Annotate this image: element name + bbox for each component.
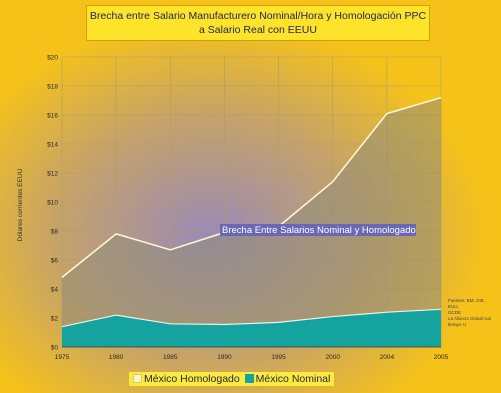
- y-tick-label: $10: [47, 200, 58, 207]
- chart-title-line2: a Salario Real con EEUU: [199, 24, 317, 36]
- source-note: Fuentes: BM, OIE, EUU, OCDE La Alianza G…: [448, 298, 494, 328]
- legend-swatch-nominal: [244, 374, 254, 383]
- legend-label-nominal: México Nominal: [255, 373, 331, 385]
- series-areas: [62, 97, 441, 347]
- y-tick-label: $18: [47, 84, 58, 91]
- annotation-text: Brecha Entre Salarios Nominal y Homologa…: [222, 225, 416, 236]
- legend-swatch-homologado: [133, 374, 142, 383]
- x-tick-label: 2005: [434, 354, 449, 361]
- annotation-group: Brecha Entre Salarios Nominal y Homologa…: [220, 224, 416, 236]
- x-tick-label: 1975: [55, 354, 70, 361]
- legend-label-homologado: México Homologado: [144, 373, 240, 385]
- y-tick-label: $2: [51, 316, 59, 323]
- chart-title-line1: Brecha entre Salario Manufacturero Nomin…: [89, 10, 427, 22]
- x-tick-label: 1990: [217, 354, 232, 361]
- annotation-bg: [220, 224, 416, 236]
- area-nominal: [62, 309, 441, 347]
- source-line-1: Fuentes: BM, OIE, EUU,: [448, 298, 486, 309]
- source-line-3: La Alianza Global sus: [448, 316, 492, 321]
- y-tick-label: $16: [47, 113, 58, 120]
- area-homologado: [62, 97, 441, 327]
- source-line-2: OCDE: [448, 310, 462, 315]
- x-tick-label: 2000: [325, 354, 340, 361]
- y-tick-label: $20: [47, 55, 58, 62]
- y-tick-label: $6: [51, 258, 59, 265]
- chart-title: Brecha entre Salario Manufacturero Nomin…: [86, 5, 430, 41]
- y-tick-label: $8: [51, 229, 59, 236]
- y-tick-label: $4: [51, 287, 59, 294]
- line-nominal: [61, 308, 442, 328]
- y-tick-label: $14: [47, 142, 58, 149]
- x-tick-label: 1985: [163, 354, 178, 361]
- y-tick-label: $0: [51, 345, 59, 352]
- x-tick-label: 1980: [109, 354, 124, 361]
- tick-labels: $0 $2 $4 $6 $8 $10 $12 $14 $16 $18 $20 1975 1980 1985…: [47, 55, 448, 362]
- legend: México Homologado México Nominal: [129, 372, 335, 386]
- x-tick-label: 2004: [380, 354, 395, 361]
- y-tick-label: $12: [47, 171, 58, 178]
- source-line-4: tiempo U: [448, 322, 467, 327]
- x-tick-label: 1995: [271, 354, 286, 361]
- y-axis-label: Dólares corrientes EEUU: [17, 168, 24, 242]
